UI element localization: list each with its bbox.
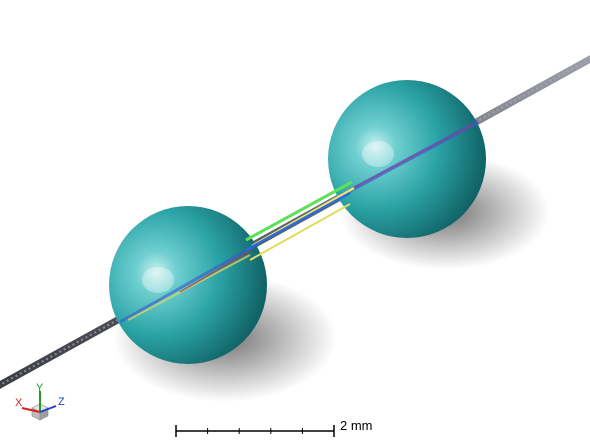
sphere-highlight [362, 141, 394, 167]
z-axis-label: Z [58, 396, 65, 408]
sphere-highlight [142, 267, 174, 293]
fiber-inner-right-red [345, 123, 475, 193]
fiber-texture [0, 57, 590, 387]
scale-bar-label: 2 mm [340, 418, 373, 433]
scale-bar: 2 mm [168, 418, 408, 440]
bridge-strand-yellow-lower [249, 203, 351, 261]
bridge-strand-red [179, 249, 253, 293]
y-axis-label: Y [36, 382, 44, 394]
x-axis-arrow [21, 407, 41, 413]
bridge-strand-green [245, 180, 353, 242]
z-axis-arrow [39, 405, 57, 413]
scale-bar-ruler [175, 425, 335, 437]
bridge-strand-blue [245, 191, 351, 252]
axis-triad[interactable]: X Y Z [10, 382, 70, 424]
x-axis-label: X [15, 397, 23, 409]
fiber-inner-left [119, 242, 259, 324]
